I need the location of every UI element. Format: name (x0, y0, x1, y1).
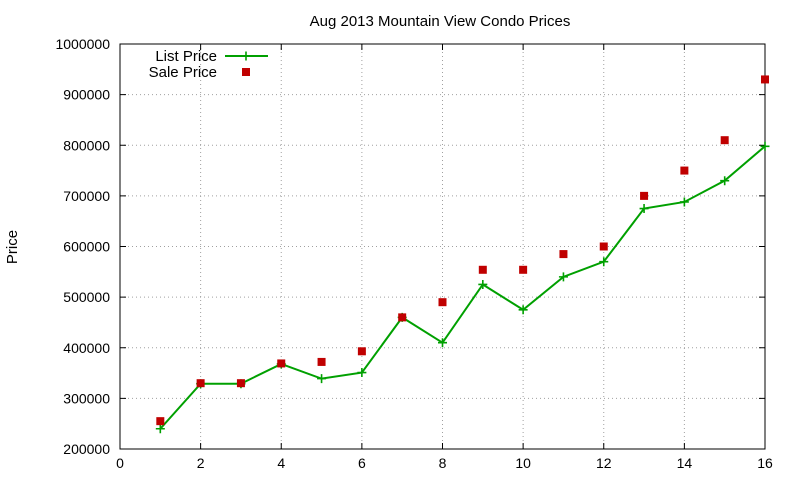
list-price-point (317, 374, 327, 384)
y-tick-label: 900000 (63, 87, 110, 103)
sale-price-point (156, 417, 165, 426)
legend-marker-sale-price (242, 68, 250, 76)
list-price-point (478, 279, 488, 289)
x-tick-label: 14 (677, 455, 693, 471)
sale-price-point (680, 166, 689, 175)
sale-price-point (559, 250, 568, 259)
list-price-point (599, 257, 609, 267)
sale-price-point (357, 347, 366, 356)
list-price-point (760, 141, 770, 151)
grid-lines (120, 44, 765, 449)
x-tick-label: 0 (116, 455, 124, 471)
series-layer (155, 75, 770, 434)
list-price-line (159, 145, 766, 430)
legend-label-list-price: List Price (155, 48, 217, 65)
list-price-point (720, 176, 730, 186)
list-price-point (518, 305, 528, 315)
sale-price-point (478, 265, 487, 274)
y-tick-label: 600000 (63, 239, 110, 255)
x-tick-label: 10 (515, 455, 531, 471)
x-tick-label: 16 (757, 455, 773, 471)
y-tick-label: 200000 (63, 441, 110, 457)
sale-price-point (398, 313, 407, 322)
y-tick-label: 300000 (63, 390, 110, 406)
y-axis-label: Price (4, 230, 21, 264)
y-tick-label: 500000 (63, 289, 110, 305)
x-tick-label: 12 (596, 455, 612, 471)
y-tick-label: 1000000 (55, 36, 110, 52)
x-tick-label: 4 (277, 455, 285, 471)
sale-price-point (438, 298, 447, 307)
sale-price-point (236, 379, 245, 388)
list-price-point (679, 197, 689, 207)
list-price-point (357, 368, 367, 378)
sale-price-point (519, 265, 528, 274)
y-tick-label: 700000 (63, 188, 110, 204)
x-tick-label: 2 (197, 455, 205, 471)
series-list-price (155, 141, 770, 434)
list-price-point (155, 424, 165, 434)
list-price-point (438, 338, 447, 348)
axes: 0 2 4 6 8 10 12 14 16 200000 300000 400000 500000 600… (55, 36, 773, 471)
legend-marker-list-price (241, 51, 251, 61)
sale-price-point (640, 191, 649, 200)
y-tick-label: 400000 (63, 340, 110, 356)
y-tick-label: 800000 (63, 137, 110, 153)
sale-price-point (761, 75, 769, 84)
sale-price-point (720, 136, 729, 145)
series-sale-price (156, 75, 769, 426)
sale-price-point (599, 242, 608, 251)
sale-price-point (277, 359, 286, 368)
sale-price-point (196, 379, 205, 388)
legend-label-sale-price: Sale Price (149, 64, 217, 81)
sale-price-point (317, 357, 326, 366)
x-tick-label: 8 (439, 455, 447, 471)
chart-title: Aug 2013 Mountain View Condo Prices (310, 13, 571, 30)
list-price-point (558, 272, 568, 282)
x-tick-label: 6 (358, 455, 366, 471)
list-price-point (639, 204, 649, 214)
